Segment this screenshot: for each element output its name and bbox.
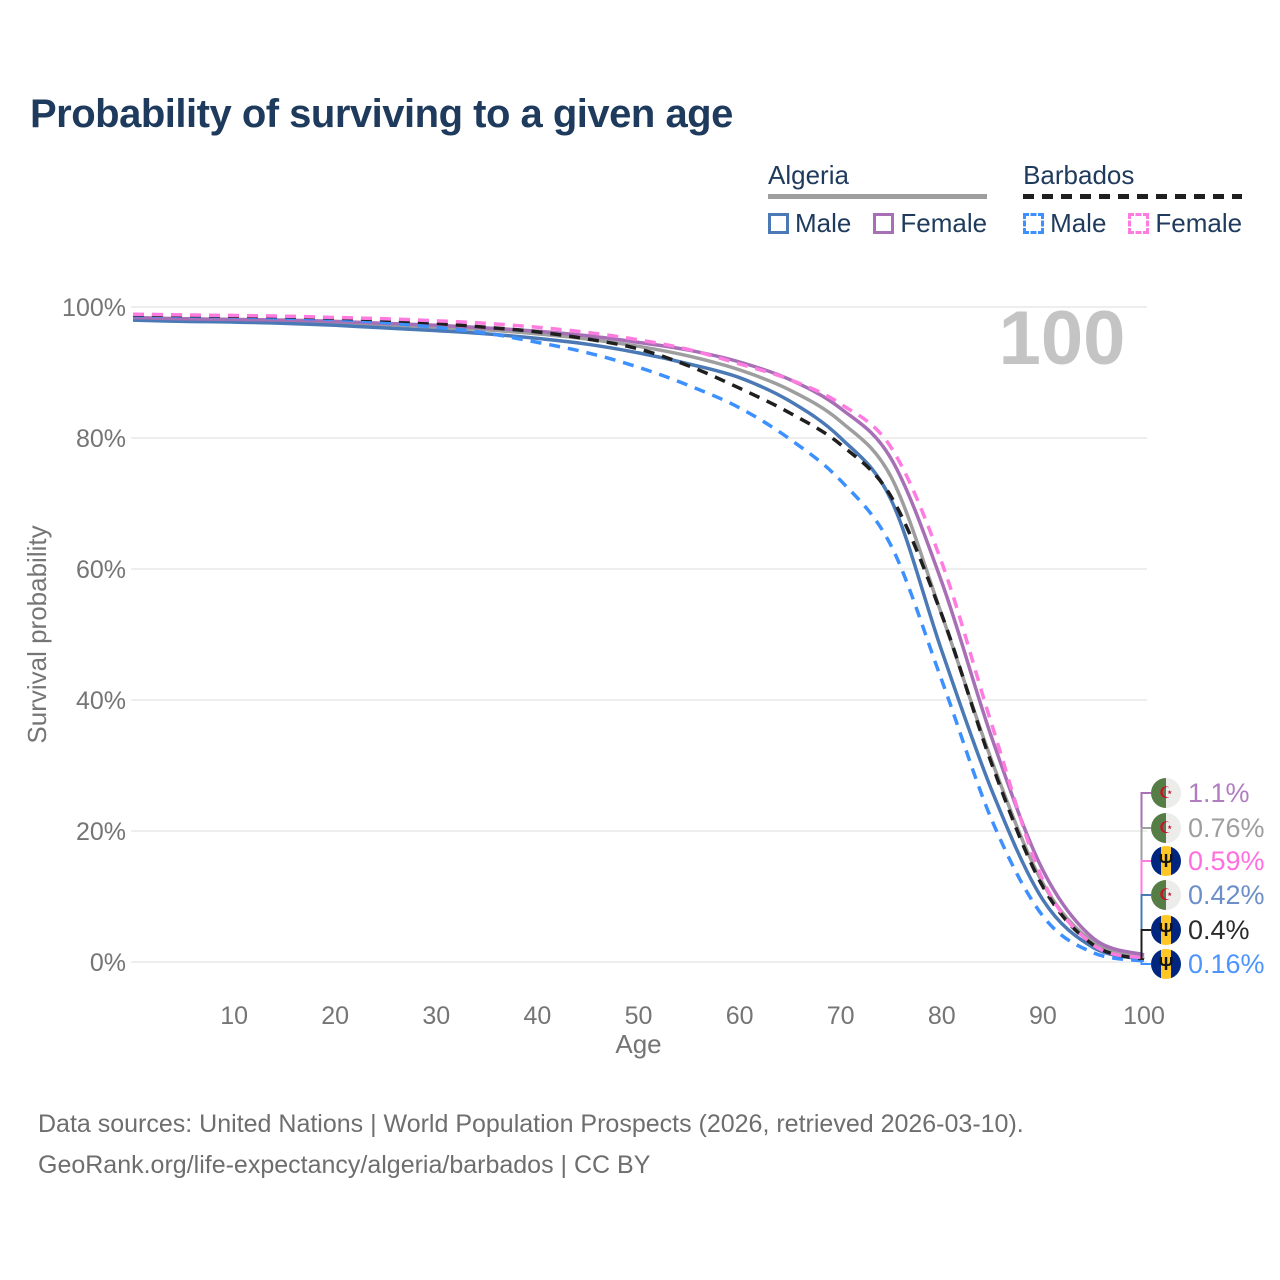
- leader-line-barbados-male: [1140, 960, 1151, 965]
- y-tick-40: 40%: [76, 687, 126, 715]
- end-label-value-algeria-avg: 0.76%: [1188, 812, 1265, 843]
- x-tick-70: 70: [827, 1002, 855, 1030]
- end-label-algeria-male: ☪ 0.42%: [1151, 879, 1265, 911]
- x-tick-50: 50: [625, 1002, 653, 1030]
- legend-swatch-algeria-female: [873, 213, 895, 234]
- x-tick-30: 30: [422, 1002, 450, 1030]
- line-algeria-male[interactable]: [132, 318, 1145, 961]
- y-tick-20: 20%: [76, 818, 126, 846]
- y-tick-60: 60%: [76, 556, 126, 584]
- x-tick-100: 100: [1123, 1002, 1165, 1030]
- x-tick-20: 20: [321, 1002, 349, 1030]
- x-tick-60: 60: [726, 1002, 754, 1030]
- footer: Data sources: United Nations | World Pop…: [38, 1104, 1024, 1185]
- legend-item-barbados-female[interactable]: Female: [1128, 208, 1242, 239]
- x-tick-90: 90: [1029, 1002, 1057, 1030]
- legend-line-sample-barbados: [1023, 194, 1243, 199]
- end-label-value-barbados-female: 0.59%: [1188, 845, 1265, 876]
- line-barbados-male[interactable]: [132, 313, 1145, 963]
- x-tick-80: 80: [928, 1002, 956, 1030]
- algeria-flag-icon: ☪: [1151, 880, 1181, 910]
- x-axis-label: Age: [615, 1029, 661, 1059]
- legend-label-barbados-male: Male: [1050, 208, 1107, 238]
- legend-label-algeria-male: Male: [795, 208, 852, 238]
- algeria-flag-icon: ☪: [1151, 813, 1181, 843]
- leader-line-algeria-male: [1140, 894, 1151, 961]
- algeria-flag-icon: ☪: [1151, 778, 1181, 808]
- footer-sources: Data sources: United Nations | World Pop…: [38, 1110, 1024, 1138]
- barbados-flag-icon: Ψ: [1151, 915, 1181, 945]
- end-label-value-barbados-male: 0.16%: [1188, 948, 1265, 979]
- legend-swatch-barbados-female: [1128, 213, 1150, 234]
- footer-link: GeoRank.org/life-expectancy/algeria/barb…: [38, 1150, 651, 1179]
- legend-label-algeria-female: Female: [900, 208, 988, 238]
- line-algeria-female[interactable]: [132, 315, 1145, 957]
- leader-line-algeria-avg: [1140, 827, 1151, 958]
- legend-group-title-barbados: Barbados: [1023, 160, 1135, 190]
- end-label-value-algeria-female: 1.1%: [1188, 777, 1250, 808]
- page-title: Probability of surviving to a given age: [30, 92, 733, 136]
- survival-probability-chart[interactable]: 0%20%40%60%80%100%10 20 30 40 50 60 70 80 90 100A…: [0, 0, 1280, 1080]
- legend-swatch-algeria-male: [768, 213, 789, 234]
- y-axis-label: Survival probability: [22, 525, 52, 743]
- barbados-flag-icon: Ψ: [1151, 846, 1181, 876]
- legend-item-algeria-female[interactable]: Female: [873, 208, 987, 239]
- hovered-age-indicator: 100: [999, 296, 1126, 381]
- leader-line-barbados-female: [1140, 860, 1151, 960]
- end-label-algeria-avg: ☪ 0.76%: [1151, 812, 1265, 844]
- line-barbados-female[interactable]: [132, 312, 1145, 960]
- legend-line-sample-algeria: [768, 194, 988, 199]
- legend: Algeria Male Female Barbados Male Female: [768, 160, 1243, 239]
- legend-group-barbados: Barbados Male Female: [1023, 160, 1243, 239]
- legend-swatch-barbados-male: [1023, 213, 1045, 234]
- line-algeria-avg[interactable]: [132, 317, 1145, 959]
- end-label-value-barbados-avg: 0.4%: [1188, 914, 1250, 945]
- end-label-barbados-female: Ψ 0.59%: [1151, 845, 1265, 877]
- y-tick-100: 100%: [62, 294, 126, 322]
- leader-line-barbados-avg: [1140, 929, 1151, 961]
- legend-group-algeria: Algeria Male Female: [768, 160, 988, 239]
- legend-group-title-algeria: Algeria: [768, 160, 849, 190]
- barbados-flag-icon: Ψ: [1151, 949, 1181, 979]
- legend-item-barbados-male[interactable]: Male: [1023, 208, 1106, 239]
- end-label-value-algeria-male: 0.42%: [1188, 879, 1265, 910]
- y-tick-0: 0%: [90, 949, 126, 977]
- x-tick-40: 40: [523, 1002, 551, 1030]
- end-label-algeria-female: ☪ 1.1%: [1151, 777, 1250, 809]
- legend-item-algeria-male[interactable]: Male: [768, 208, 851, 239]
- y-tick-80: 80%: [76, 425, 126, 453]
- end-label-barbados-male: Ψ 0.16%: [1151, 948, 1265, 980]
- end-label-barbados-avg: Ψ 0.4%: [1151, 914, 1250, 946]
- x-tick-10: 10: [220, 1002, 248, 1030]
- line-barbados-avg[interactable]: [132, 313, 1145, 962]
- legend-label-barbados-female: Female: [1155, 208, 1243, 238]
